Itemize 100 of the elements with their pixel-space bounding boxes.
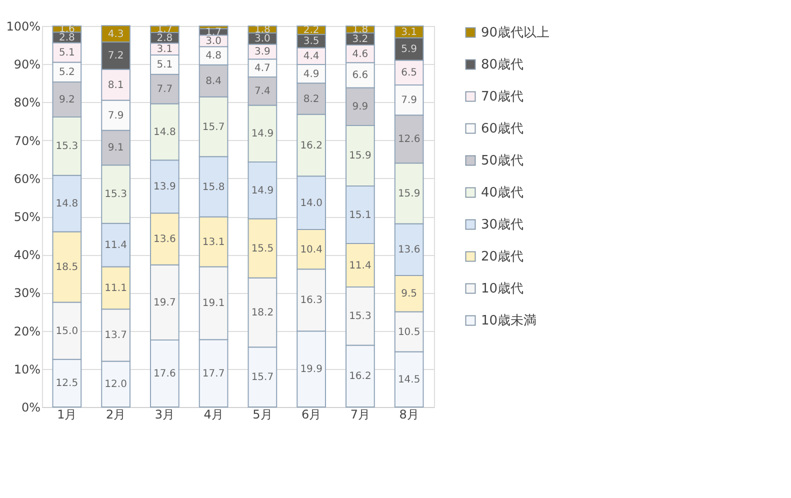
text: 3.5 xyxy=(303,36,320,48)
text: 14.8 xyxy=(56,198,78,210)
y-tick-label: 10% xyxy=(14,362,40,376)
text: 18.2 xyxy=(251,308,274,319)
text: 7.9 xyxy=(108,110,124,122)
text: 6.5 xyxy=(401,68,418,79)
text: 12.6 xyxy=(398,134,420,146)
text: 15.9 xyxy=(398,188,420,200)
text: 15.3 xyxy=(56,141,78,152)
text: 2.8 xyxy=(58,32,75,44)
text: 19.7 xyxy=(154,297,176,308)
text: 17.6 xyxy=(154,368,176,380)
text: 5.1 xyxy=(58,47,75,58)
text: 15.1 xyxy=(349,210,372,221)
legend-label: 10歳未満 xyxy=(481,314,537,328)
text: 16.2 xyxy=(349,371,372,382)
text: 3.0 xyxy=(254,34,270,45)
legend-label: 60歳代 xyxy=(481,122,524,136)
text: 14.5 xyxy=(398,374,420,386)
text: 11.1 xyxy=(104,282,127,294)
text: 19.1 xyxy=(202,298,225,310)
text: 7.7 xyxy=(156,84,173,96)
legend-label: 20歳代 xyxy=(481,250,524,264)
text: 15.3 xyxy=(104,189,127,200)
text: 3.9 xyxy=(254,46,270,58)
y-tick-label: 30% xyxy=(14,286,40,300)
legend-label: 50歳代 xyxy=(481,154,524,168)
text: 13.1 xyxy=(202,236,225,248)
text: 14.9 xyxy=(251,185,274,196)
y-tick-label: 90% xyxy=(14,58,40,72)
text: 8.2 xyxy=(303,94,320,105)
text: 5.1 xyxy=(156,60,173,71)
text: 12.5 xyxy=(56,378,78,390)
x-tick-label: 6月 xyxy=(301,408,322,422)
text: 16.3 xyxy=(300,295,322,306)
text: 5.2 xyxy=(58,67,75,78)
text: 7.2 xyxy=(108,50,124,62)
text: 11.4 xyxy=(104,240,127,252)
text: 8.1 xyxy=(108,80,124,91)
text: 9.1 xyxy=(108,142,124,154)
text: 2.8 xyxy=(156,32,173,44)
y-tick-label: 0% xyxy=(21,400,40,414)
text: 8.4 xyxy=(206,76,222,87)
text: 4.7 xyxy=(254,63,270,74)
y-tick-label: 80% xyxy=(14,96,40,110)
text: 4.6 xyxy=(352,48,368,60)
text: 13.9 xyxy=(154,182,176,193)
text: 1.7 xyxy=(206,26,222,38)
x-tick-label: 1月 xyxy=(57,408,77,422)
x-tick-label: 7月 xyxy=(350,408,370,422)
text: 2.2 xyxy=(303,25,320,36)
text: 13.7 xyxy=(104,330,127,342)
text: 13.6 xyxy=(398,244,420,256)
text: 13.6 xyxy=(154,234,176,245)
text: 15.5 xyxy=(251,243,274,254)
text: 3.1 xyxy=(156,44,173,56)
text: 10.4 xyxy=(300,244,322,256)
legend-label: 10歳代 xyxy=(481,282,524,296)
text: 4.8 xyxy=(206,50,222,62)
text: 18.5 xyxy=(56,262,78,273)
text: 3.2 xyxy=(352,34,368,45)
text: 9.2 xyxy=(58,94,75,106)
text: 14.9 xyxy=(251,128,274,140)
text: 11.4 xyxy=(349,260,372,272)
text: 14.0 xyxy=(300,198,322,209)
legend-label: 70歳代 xyxy=(481,90,524,104)
text: 6.6 xyxy=(352,70,368,82)
x-tick-label: 8月 xyxy=(399,408,419,422)
text: 7.4 xyxy=(254,86,270,98)
text: 17.7 xyxy=(202,368,225,380)
text: 19.9 xyxy=(300,364,322,376)
text: 9.9 xyxy=(352,102,368,113)
x-tick-label: 2月 xyxy=(106,408,126,422)
legend-label: 40歳代 xyxy=(481,186,524,200)
text: 12.0 xyxy=(104,379,127,390)
text: 15.8 xyxy=(202,182,225,193)
x-tick-label: 5月 xyxy=(252,408,272,422)
text: 4.4 xyxy=(303,51,320,62)
text: 14.8 xyxy=(154,126,176,138)
text: 3.1 xyxy=(401,26,418,38)
legend-label: 80歳代 xyxy=(481,58,524,72)
y-tick-label: 100% xyxy=(6,20,40,34)
text: 5.9 xyxy=(401,44,418,56)
text: 15.7 xyxy=(251,372,274,384)
text: 3.0 xyxy=(206,36,222,47)
text: 15.0 xyxy=(56,326,78,337)
text: 9.5 xyxy=(401,288,418,300)
y-tick-label: 70% xyxy=(14,134,40,148)
legend-label: 90歳代以上 xyxy=(481,26,550,40)
text: 7.9 xyxy=(401,95,418,106)
text: 4.3 xyxy=(108,28,124,40)
y-tick-label: 20% xyxy=(14,324,40,338)
text: 4.9 xyxy=(303,68,320,80)
y-tick-label: 40% xyxy=(14,248,40,262)
text: 15.3 xyxy=(349,311,372,322)
x-tick-label: 3月 xyxy=(154,408,175,422)
y-tick-label: 60% xyxy=(14,172,40,186)
x-tick-label: 4月 xyxy=(204,408,224,422)
y-tick-label: 50% xyxy=(14,210,40,224)
text: 15.7 xyxy=(202,122,225,133)
